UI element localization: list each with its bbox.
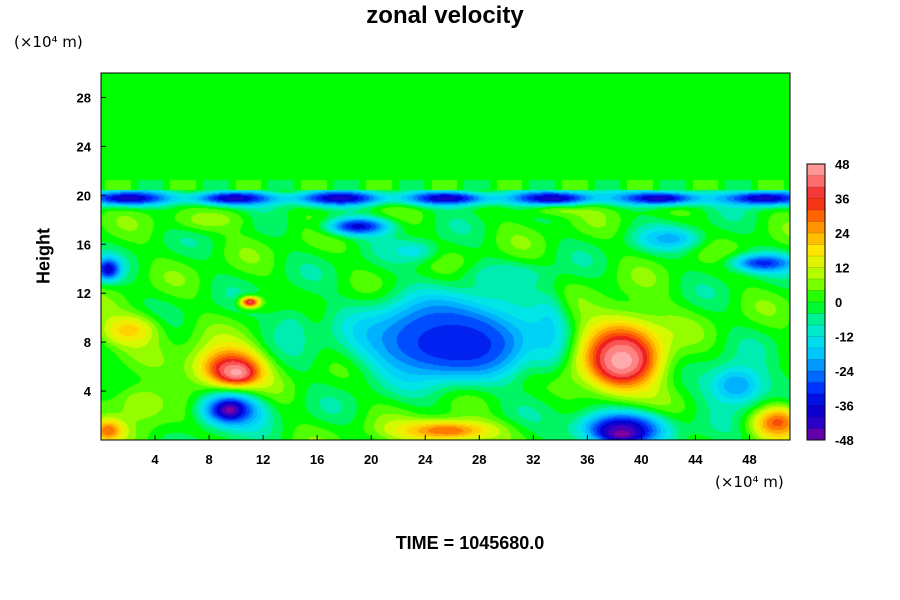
x-tick-label: 40 [634, 452, 648, 467]
colorbar-segment [807, 371, 825, 383]
y-tick-label: 24 [77, 139, 92, 154]
x-tick-label: 36 [580, 452, 594, 467]
colorbar-segment [807, 417, 825, 429]
y-axis: 4 8 12 16 20 24 28 [77, 90, 106, 399]
heatmap-field [101, 73, 790, 440]
colorbar-segment [807, 244, 825, 257]
x-axis: 4 8 12 16 20 24 28 32 36 40 44 48 [151, 435, 757, 467]
colorbar-segment [807, 279, 825, 291]
colorbar-label: 24 [835, 226, 850, 241]
colorbar-segment [807, 175, 825, 188]
y-tick-label: 28 [77, 90, 91, 105]
colorbar-segment [807, 348, 825, 360]
y-unit-label: (×10⁴ m) [14, 33, 83, 51]
x-tick-label: 28 [472, 452, 486, 467]
y-tick-label: 12 [77, 286, 91, 301]
colorbar-segment [807, 336, 825, 349]
x-tick-label: 48 [742, 452, 756, 467]
x-tick-label: 24 [418, 452, 433, 467]
x-tick-label: 12 [256, 452, 270, 467]
colorbar-label: -24 [835, 364, 855, 379]
colorbar-segment [807, 187, 825, 199]
colorbar-label: 0 [835, 295, 842, 310]
colorbar-segment [807, 325, 825, 337]
x-unit-label: (×10⁴ m) [715, 473, 784, 491]
time-label: TIME = 1045680.0 [395, 533, 545, 553]
colorbar-label: 36 [835, 192, 849, 207]
colorbar-segment [807, 256, 825, 268]
x-tick-label: 4 [151, 452, 159, 467]
colorbar-label: -36 [835, 399, 854, 414]
colorbar-segment [807, 302, 825, 314]
x-tick-label: 8 [205, 452, 212, 467]
colorbar-label: 12 [835, 261, 849, 276]
colorbar-segment [807, 267, 825, 280]
colorbar-segment [807, 290, 825, 303]
y-tick-label: 20 [77, 188, 91, 203]
colorbar-label: -48 [835, 433, 854, 448]
plot-frame [100, 72, 791, 441]
y-tick-label: 16 [77, 237, 91, 252]
colorbar-segment [807, 313, 825, 326]
x-tick-label: 32 [526, 452, 540, 467]
colorbar-segment [807, 221, 825, 234]
colorbar-segment [807, 359, 825, 372]
y-tick-label: 8 [84, 335, 91, 350]
x-tick-label: 44 [688, 452, 703, 467]
colorbar: 48 36 24 12 0 -12 -24 -36 -48 [806, 157, 855, 448]
colorbar-label: -12 [835, 330, 854, 345]
x-tick-label: 20 [364, 452, 378, 467]
y-tick-label: 4 [84, 384, 92, 399]
colorbar-segment [807, 394, 825, 406]
chart-title: zonal velocity [366, 2, 524, 29]
colorbar-segment [807, 428, 825, 441]
colorbar-segment [807, 233, 825, 245]
colorbar-segment [807, 164, 825, 176]
colorbar-segment [807, 405, 825, 418]
x-tick-label: 16 [310, 452, 324, 467]
colorbar-label: 48 [835, 157, 849, 172]
colorbar-segment [807, 382, 825, 395]
colorbar-segment [807, 198, 825, 211]
colorbar-segment [807, 210, 825, 222]
